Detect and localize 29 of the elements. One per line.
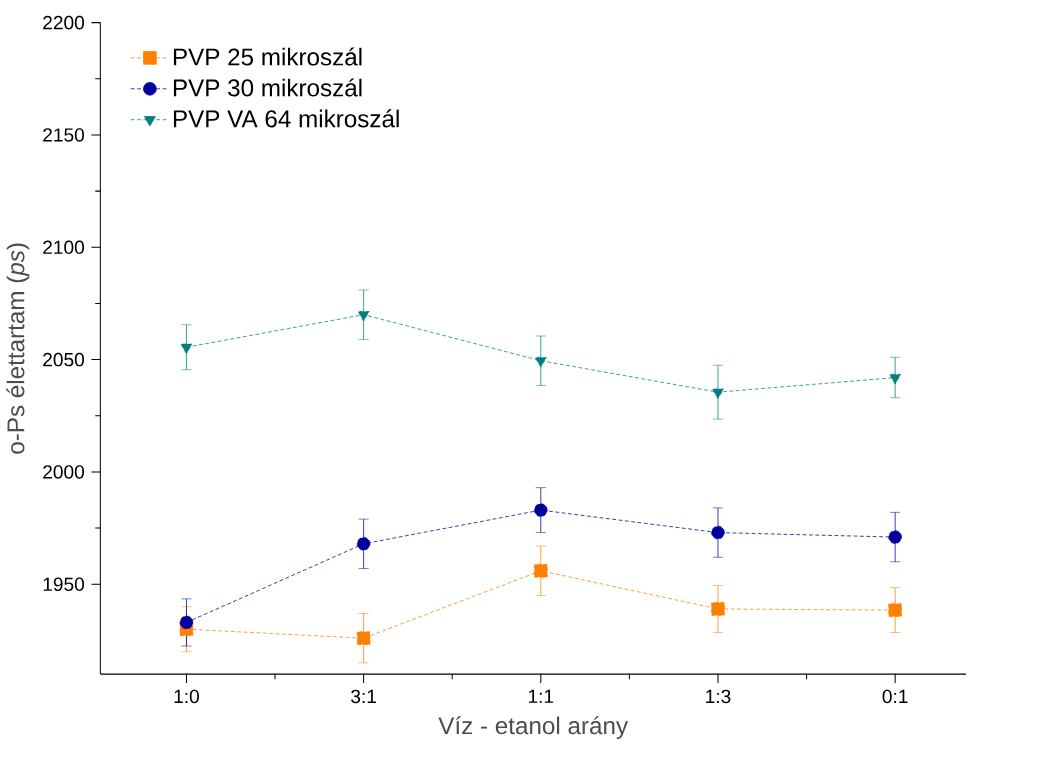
point <box>888 603 902 617</box>
x-tick-label: 3:1 <box>351 689 376 704</box>
legend-label: PVP VA 64 mikroszál <box>173 109 399 128</box>
point <box>356 537 371 551</box>
y-tick-label: 2050 <box>43 352 85 367</box>
legend-label: PVP 25 mikroszál <box>173 47 362 66</box>
point <box>889 374 902 385</box>
point <box>711 525 725 540</box>
y-tick-label: 2100 <box>43 240 85 255</box>
y-tick-label: 2200 <box>43 15 85 30</box>
y-tick-label: 1950 <box>43 577 85 592</box>
point <box>712 388 724 400</box>
point <box>534 503 548 517</box>
point <box>356 631 371 646</box>
y-tick-label: 2000 <box>43 465 85 479</box>
point <box>357 311 370 322</box>
x-axis-title: Víz - etanol arány <box>438 716 629 740</box>
point <box>534 357 547 368</box>
x-tick-label: 0:1 <box>882 689 908 704</box>
x-tick-label: 1:0 <box>174 689 199 704</box>
point <box>888 530 902 544</box>
y-tick-label: 2150 <box>43 128 85 142</box>
point <box>534 564 548 578</box>
point <box>179 615 194 630</box>
legend-label: PVP 30 mikroszál <box>173 78 362 97</box>
x-tick-label: 1:1 <box>528 689 554 703</box>
point <box>711 602 725 616</box>
point <box>180 343 193 355</box>
x-tick-label: 1:3 <box>706 689 731 704</box>
